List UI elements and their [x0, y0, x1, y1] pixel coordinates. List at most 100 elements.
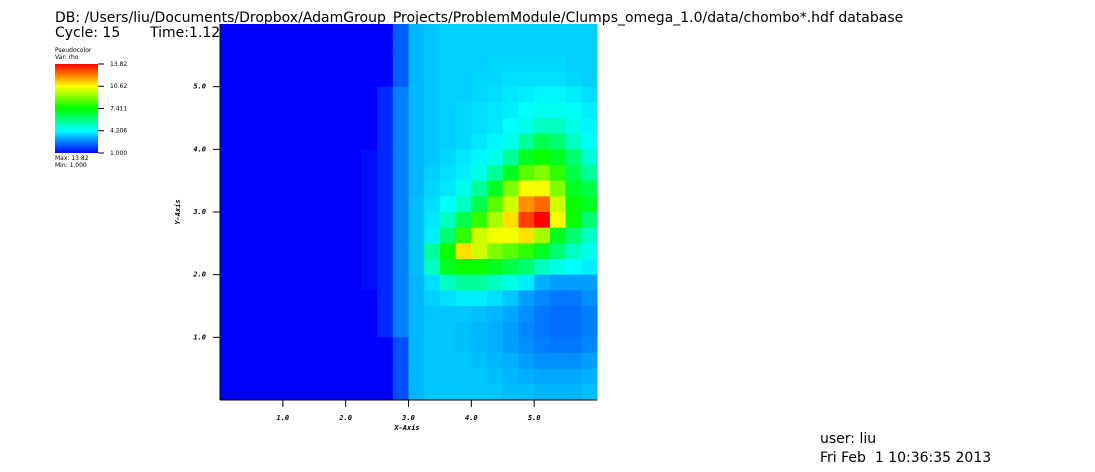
- cell: [392, 368, 409, 385]
- cell: [345, 212, 362, 229]
- cell: [329, 259, 347, 276]
- cell: [549, 321, 567, 338]
- cell: [487, 24, 504, 41]
- cell: [439, 180, 457, 197]
- cell: [345, 290, 362, 307]
- cell: [534, 212, 551, 229]
- cell: [329, 353, 347, 370]
- cell: [377, 337, 394, 354]
- cell: [392, 39, 409, 56]
- cell: [314, 71, 331, 88]
- cell: [220, 55, 237, 72]
- cell: [518, 368, 535, 385]
- cell: [235, 165, 252, 182]
- cell: [345, 165, 362, 182]
- cell: [345, 259, 362, 276]
- cell: [282, 274, 300, 291]
- cell: [534, 149, 551, 166]
- cell: [439, 24, 457, 41]
- cell: [361, 212, 378, 229]
- cell: [518, 243, 535, 260]
- cell: [408, 212, 425, 229]
- cell: [329, 149, 347, 166]
- cell: [220, 384, 237, 401]
- cell: [581, 86, 598, 103]
- cell: [314, 133, 331, 150]
- cell: [329, 368, 347, 385]
- cell: [298, 321, 315, 338]
- cell: [518, 55, 535, 72]
- cell: [455, 290, 472, 307]
- cell: [220, 290, 237, 307]
- cell: [345, 353, 362, 370]
- cell: [424, 290, 441, 307]
- cell: [235, 86, 252, 103]
- cycle: Cycle: 15: [55, 25, 120, 41]
- cell: [345, 24, 362, 41]
- cell: [502, 86, 519, 103]
- cell: [314, 102, 331, 119]
- cell: [471, 165, 488, 182]
- cell: [282, 212, 300, 229]
- cell: [220, 274, 237, 291]
- cell: [487, 55, 504, 72]
- cell: [581, 165, 598, 182]
- cell: [329, 102, 347, 119]
- cell: [267, 71, 284, 88]
- cell: [455, 321, 472, 338]
- cell: [345, 321, 362, 338]
- cell: [267, 102, 284, 119]
- cell: [251, 39, 268, 56]
- cell: [487, 227, 504, 244]
- cell: [392, 55, 409, 72]
- cell: [251, 212, 268, 229]
- y-tick-label: 4.0: [193, 145, 206, 153]
- cell: [361, 353, 378, 370]
- cell: [455, 212, 472, 229]
- cell: [392, 149, 409, 166]
- cell: [361, 165, 378, 182]
- cell: [549, 368, 567, 385]
- db-path: DB: /Users/liu/Documents/Dropbox/AdamGro…: [55, 10, 903, 26]
- cell: [345, 55, 362, 72]
- cell: [392, 86, 409, 103]
- cell: [298, 149, 315, 166]
- cell: [377, 196, 394, 213]
- cell: [565, 368, 582, 385]
- cell: [439, 212, 457, 229]
- cell: [361, 321, 378, 338]
- cell: [392, 180, 409, 197]
- cell: [487, 118, 504, 135]
- cell: [220, 259, 237, 276]
- cell: [298, 55, 315, 72]
- cell: [565, 306, 582, 323]
- cell: [534, 196, 551, 213]
- cell: [549, 196, 567, 213]
- cell: [377, 102, 394, 119]
- cell: [408, 243, 425, 260]
- cell: [235, 337, 252, 354]
- cell: [455, 55, 472, 72]
- cell: [251, 118, 268, 135]
- cell: [502, 321, 519, 338]
- cell: [361, 227, 378, 244]
- cell: [235, 274, 252, 291]
- cell: [235, 259, 252, 276]
- cell: [298, 165, 315, 182]
- cell: [345, 71, 362, 88]
- cell: [408, 290, 425, 307]
- cell: [298, 180, 315, 197]
- cell: [534, 24, 551, 41]
- cell: [377, 384, 394, 401]
- cell: [361, 290, 378, 307]
- cell: [329, 86, 347, 103]
- cell: [235, 353, 252, 370]
- colorbar-tick-label: 7.411: [110, 105, 127, 112]
- cell: [455, 306, 472, 323]
- cell: [267, 368, 284, 385]
- cell: [345, 368, 362, 385]
- cell: [314, 24, 331, 41]
- cell: [549, 55, 567, 72]
- cell: [549, 290, 567, 307]
